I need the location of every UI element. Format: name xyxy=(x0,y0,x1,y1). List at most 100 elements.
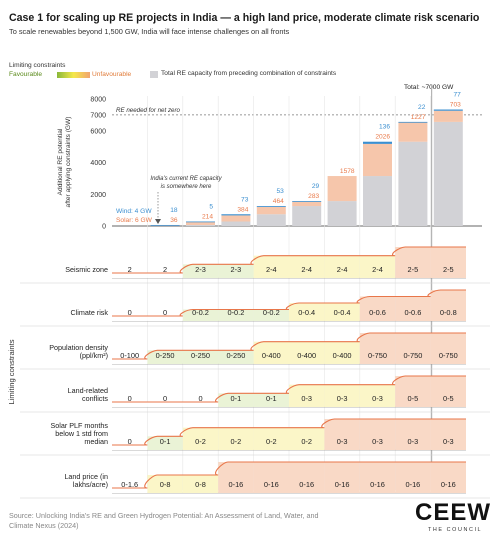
constraint-band xyxy=(253,255,289,278)
constraint-band xyxy=(147,402,183,407)
constraint-value-label: 0-1 xyxy=(231,394,242,403)
bar-total-capacity xyxy=(292,206,322,226)
solar-value-label: 36 xyxy=(170,217,178,224)
constraint-row-label: Land-related conflicts xyxy=(68,386,109,403)
constraint-value-label: 2-3 xyxy=(195,265,206,274)
constraint-band xyxy=(324,341,360,364)
bar-total-capacity xyxy=(221,221,251,226)
constraint-value-label: 0-250 xyxy=(156,351,175,360)
bar-wind xyxy=(256,206,286,207)
constraint-band xyxy=(324,303,360,321)
wind-first-label: Wind: 4 GW xyxy=(116,208,152,215)
constraint-band xyxy=(289,303,325,321)
constraint-band xyxy=(359,333,396,364)
constraint-band xyxy=(253,309,289,321)
constraint-band xyxy=(253,462,289,493)
constraint-curve xyxy=(112,289,466,317)
constraint-band xyxy=(289,384,325,407)
total-label: Total: ~7000 GW xyxy=(404,84,454,91)
constraint-band xyxy=(182,402,219,407)
y-tick-label: 0 xyxy=(102,224,106,231)
constraint-band xyxy=(430,290,466,321)
ceew-logo-subtitle: THE COUNCIL xyxy=(428,527,483,533)
constraint-value-label: 0-0.2 xyxy=(263,308,280,317)
constraint-band xyxy=(253,393,289,407)
constraint-curve xyxy=(112,246,466,274)
constraint-band xyxy=(289,341,325,364)
constraint-band xyxy=(218,350,254,364)
constraint-band xyxy=(112,445,148,450)
constraint-band xyxy=(395,333,431,364)
constraint-band xyxy=(359,462,396,493)
constraint-band xyxy=(182,427,219,450)
constraint-band xyxy=(147,316,183,321)
constraint-band xyxy=(112,402,148,407)
constraint-value-label: 0-1 xyxy=(160,437,171,446)
constraint-value-label: 0-3 xyxy=(337,437,348,446)
constraint-value-label: 0-0.8 xyxy=(440,308,457,317)
bar-total-capacity xyxy=(256,214,286,226)
constraint-curve xyxy=(112,461,466,489)
constraint-value-label: 0 xyxy=(198,394,202,403)
constraint-value-label: 0-0.2 xyxy=(227,308,244,317)
constraint-value-label: 2-5 xyxy=(443,265,454,274)
wind-value-label: 18 xyxy=(170,207,178,214)
bar-solar xyxy=(292,201,322,207)
constraint-value-label: 0-750 xyxy=(403,351,422,360)
constraint-curve xyxy=(112,418,466,446)
solar-value-label: 1227 xyxy=(411,114,426,121)
constraint-value-label: 0-1 xyxy=(266,394,277,403)
constraint-value-label: 2-4 xyxy=(337,265,348,274)
constraint-value-label: 0-16 xyxy=(370,480,385,489)
constraint-row-label: Climate risk xyxy=(70,308,108,317)
constraint-band xyxy=(182,350,219,364)
constraint-value-label: 0-400 xyxy=(297,351,316,360)
constraint-value-label: 0 xyxy=(163,394,167,403)
legend-title: Limiting constraints xyxy=(9,62,66,69)
constraint-value-label: 0 xyxy=(128,394,132,403)
constraint-band xyxy=(289,255,325,278)
constraint-band xyxy=(395,376,431,407)
constraint-value-label: 0-400 xyxy=(262,351,281,360)
constraint-band xyxy=(147,273,183,278)
bar-solar xyxy=(398,122,428,142)
constraint-value-label: 0-3 xyxy=(372,437,383,446)
chart-title: Case 1 for scaling up RE projects in Ind… xyxy=(9,12,480,24)
bar-solar xyxy=(256,206,286,215)
constraint-value-label: 0-16 xyxy=(406,480,421,489)
bar-wind xyxy=(398,121,428,123)
constraint-row-label: Seismic zone xyxy=(65,265,108,274)
constraint-band xyxy=(359,296,396,321)
constraint-value-label: 0-2 xyxy=(195,437,206,446)
source-note: Source: Unlocking India's RE and Green H… xyxy=(9,511,319,530)
constraint-band xyxy=(395,296,431,321)
constraint-value-label: 0-16 xyxy=(299,480,314,489)
constraint-band xyxy=(430,376,466,407)
wind-value-label: 5 xyxy=(209,204,213,211)
solar-first-label: Solar: 6 GW xyxy=(116,217,153,224)
constraint-value-label: 0-16 xyxy=(335,480,350,489)
constraint-band xyxy=(112,359,148,364)
bar-layer xyxy=(150,109,463,226)
constraint-value-label: 0-3 xyxy=(443,437,454,446)
constraint-band xyxy=(147,350,183,364)
constraint-value-label: 0 xyxy=(128,437,132,446)
constraint-band xyxy=(289,462,325,493)
constraint-curve xyxy=(112,375,466,403)
constraint-row-label: Population density (ppl/km²) xyxy=(49,343,108,360)
constraint-row-label: Land price (in lakhs/acre) xyxy=(64,472,108,489)
legend-unfavourable-label: Unfavourable xyxy=(92,71,132,78)
constraint-value-label: 0-400 xyxy=(333,351,352,360)
constraint-value-label: 0-3 xyxy=(337,394,348,403)
bar-wind xyxy=(363,141,392,144)
solar-value-label: 1578 xyxy=(340,168,355,175)
wind-value-label: 77 xyxy=(453,92,461,99)
constraint-band xyxy=(182,264,219,278)
solar-value-label: 283 xyxy=(308,193,319,200)
constraint-value-label: 0-250 xyxy=(191,351,210,360)
constraint-band xyxy=(182,475,219,493)
constraint-band xyxy=(112,273,148,278)
constraint-band xyxy=(359,419,396,450)
constraint-value-label: 0-750 xyxy=(439,351,458,360)
